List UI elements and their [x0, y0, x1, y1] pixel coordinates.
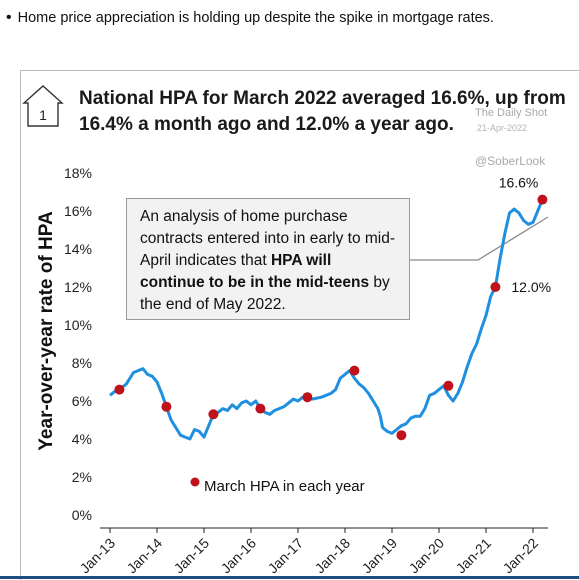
x-tick-label: Jan-14	[124, 535, 166, 577]
y-tick-label: 8%	[72, 355, 92, 371]
hpa-series-line	[109, 199, 544, 441]
annotation-year-ago: 12.0%	[511, 279, 551, 295]
y-tick-label: 18%	[64, 165, 92, 181]
x-tick-label: Jan-19	[359, 535, 401, 577]
annotation-current: 16.6%	[499, 175, 539, 191]
y-tick-label: 10%	[64, 317, 92, 333]
callout-text-2: by the end of May 2022.	[140, 274, 390, 313]
y-tick-label: 14%	[64, 241, 92, 257]
chart-frame	[20, 70, 579, 580]
x-tick-label: Jan-18	[312, 535, 354, 577]
march-hpa-marker	[443, 380, 454, 391]
y-tick-label: 6%	[72, 393, 92, 409]
march-hpa-marker	[490, 282, 501, 292]
march-hpa-marker	[349, 365, 360, 376]
callout-text-bold: HPA will continue to be in the mid-teens	[140, 252, 370, 291]
march-hpa-marker	[114, 384, 125, 395]
legend-label: March HPA in each year	[204, 478, 365, 495]
x-tick-label: Jan-15	[171, 535, 213, 577]
x-tick-label: Jan-13	[77, 535, 119, 577]
x-tick-label: Jan-17	[265, 535, 307, 577]
source-date: 21-Apr-2022	[477, 123, 528, 133]
callout-text-1: An analysis of home purchase contracts e…	[140, 208, 396, 269]
x-tick-label: Jan-16	[218, 535, 260, 577]
callout-box: An analysis of home purchase contracts e…	[126, 198, 410, 320]
house-icon: 1	[22, 85, 64, 127]
x-tick-label: Jan-20	[406, 535, 448, 577]
march-hpa-marker	[208, 409, 219, 420]
y-axis-title: Year-over-year rate of HPA	[36, 211, 57, 451]
march-hpa-marker	[302, 392, 313, 403]
march-hpa-marker	[161, 401, 172, 412]
bullet-text: Home price appreciation is holding up de…	[17, 10, 494, 26]
y-tick-label: 4%	[72, 431, 92, 447]
y-tick-label: 0%	[72, 507, 92, 523]
x-tick-label: Jan-21	[453, 535, 495, 577]
y-tick-label: 16%	[64, 203, 92, 219]
callout-connector-line	[390, 216, 549, 261]
bottom-border	[0, 576, 579, 579]
bullet-point: • Home price appreciation is holding up d…	[6, 9, 494, 27]
y-tick-label: 12%	[64, 279, 92, 295]
march-hpa-marker	[396, 430, 407, 441]
march-hpa-marker	[537, 194, 548, 205]
bullet-dot: •	[6, 9, 12, 26]
house-icon-number: 1	[39, 107, 47, 123]
chart-title: National HPA for March 2022 averaged 16.…	[79, 88, 566, 135]
x-tick-label: Jan-22	[500, 535, 542, 577]
march-hpa-marker	[255, 403, 266, 414]
legend-marker	[190, 477, 200, 487]
watermark: @SoberLook	[475, 154, 546, 168]
y-tick-label: 2%	[72, 469, 92, 485]
source-label: The Daily Shot	[475, 107, 548, 119]
